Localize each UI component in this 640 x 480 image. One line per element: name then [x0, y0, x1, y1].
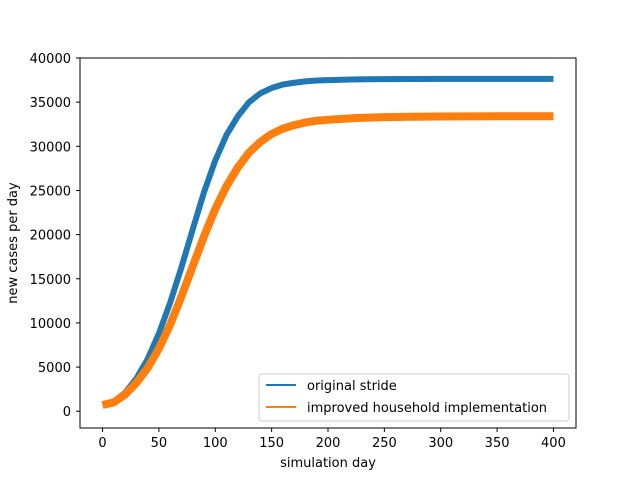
legend-box — [258, 373, 570, 422]
y-tick-label: 30000 — [30, 140, 71, 155]
y-axis-title: new cases per day — [6, 182, 21, 304]
y-tick-label: 15000 — [30, 273, 71, 288]
x-axis-title: simulation day — [280, 456, 376, 471]
y-tick-label: 5000 — [38, 361, 71, 376]
x-tick-label: 200 — [316, 436, 341, 451]
x-tick-label: 300 — [428, 436, 453, 451]
y-tick-label: 40000 — [30, 52, 71, 67]
y-tick-label: 10000 — [30, 317, 71, 332]
y-tick-label: 0 — [63, 405, 71, 420]
legend-label-original-stride: original stride — [307, 379, 397, 394]
legend: original stride improved household imple… — [258, 373, 570, 422]
x-tick-label: 50 — [151, 436, 168, 451]
series-line-improved-household — [101, 112, 554, 409]
series-layer — [101, 75, 554, 409]
x-tick-label: 350 — [485, 436, 510, 451]
y-axis: 0 5000 10000 15000 20000 25000 30000 35000 40000 — [30, 52, 80, 420]
y-tick-label: 20000 — [30, 229, 71, 244]
x-tick-label: 150 — [259, 436, 284, 451]
x-tick-label: 0 — [98, 436, 106, 451]
x-axis: 0 50 100 150 200 250 300 350 400 — [98, 428, 566, 451]
y-tick-label: 25000 — [30, 184, 71, 199]
x-tick-label: 250 — [372, 436, 397, 451]
legend-label-improved-household: improved household implementation — [307, 401, 547, 416]
y-tick-label: 35000 — [30, 96, 71, 111]
x-tick-label: 400 — [541, 436, 566, 451]
x-tick-label: 100 — [203, 436, 228, 451]
series-line-original-stride — [101, 75, 554, 408]
